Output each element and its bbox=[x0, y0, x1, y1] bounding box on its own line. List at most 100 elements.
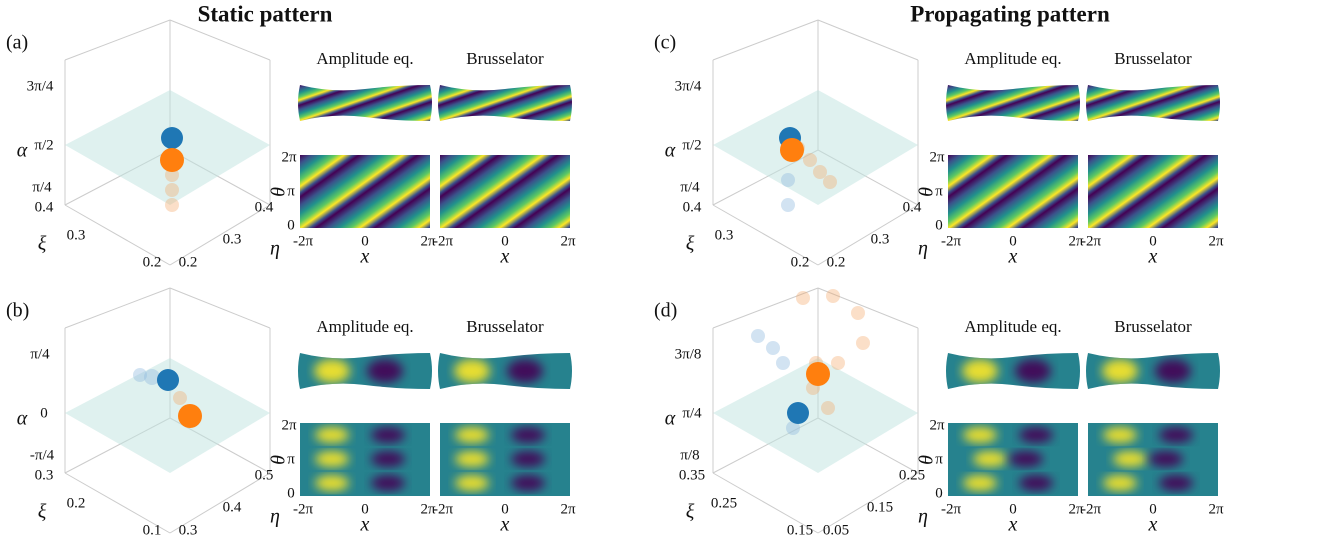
marker bbox=[823, 175, 837, 189]
axis-label: x bbox=[500, 514, 510, 536]
tick-label: 0.3 bbox=[871, 231, 890, 247]
spot bbox=[507, 359, 543, 383]
spot bbox=[315, 427, 349, 443]
marker bbox=[160, 148, 184, 172]
subplot-title: Brusselator bbox=[1114, 317, 1192, 336]
tube-spots bbox=[1102, 359, 1191, 383]
marker bbox=[165, 168, 179, 182]
panel: (b) α π/4 0 -π/4 ξ 0.3 0.2 0.1 η 0.3 0.4 0.5 Amplitud… bbox=[6, 287, 576, 538]
spot bbox=[1103, 475, 1137, 491]
tick-label: π/2 bbox=[682, 137, 701, 153]
heatmap-spots bbox=[455, 427, 545, 491]
tick-label: π bbox=[287, 183, 295, 199]
header: Static pattern bbox=[198, 1, 333, 26]
spot bbox=[371, 475, 405, 491]
axis-label: η bbox=[270, 238, 280, 260]
tick-label: 0 bbox=[1149, 233, 1157, 249]
heatmap bbox=[440, 155, 570, 228]
panel-label: (d) bbox=[654, 300, 677, 322]
spot bbox=[1159, 427, 1193, 443]
tick-label: -2π bbox=[293, 501, 313, 517]
tick-label: 3π/4 bbox=[27, 78, 54, 94]
axis-edge bbox=[169, 287, 271, 329]
tick-label: 0 bbox=[1009, 501, 1017, 517]
tube bbox=[438, 85, 572, 121]
axis-label: η bbox=[918, 238, 928, 260]
spot bbox=[511, 475, 545, 491]
marker bbox=[157, 369, 179, 391]
panel: (a) α 3π/4 π/2 π/4 ξ 0.4 0.3 0.2 η 0.2 0.3 0.4 Amplit… bbox=[6, 19, 576, 270]
tick-label: 0.3 bbox=[715, 227, 734, 243]
panel-label: (c) bbox=[654, 32, 676, 54]
axis-label: η bbox=[918, 506, 928, 528]
alpha-plane bbox=[65, 358, 270, 473]
heatmap bbox=[300, 155, 430, 228]
heatmap-spots bbox=[963, 427, 1053, 491]
marker bbox=[133, 368, 147, 382]
spot bbox=[1019, 427, 1053, 443]
axis-label: x bbox=[1008, 514, 1018, 536]
tick-label: 0 bbox=[935, 485, 943, 501]
heatmap bbox=[948, 155, 1078, 228]
tick-label: 0.1 bbox=[143, 522, 162, 538]
tick-label: 0.15 bbox=[787, 522, 813, 538]
axis-edge bbox=[169, 19, 271, 61]
tick-label: 2π bbox=[1068, 501, 1084, 517]
alpha-plane bbox=[713, 90, 918, 205]
subplot-title: Brusselator bbox=[466, 317, 544, 336]
tick-label: 0.3 bbox=[35, 467, 54, 483]
axis-edge bbox=[817, 472, 919, 534]
spot bbox=[315, 451, 349, 467]
tick-label: π/8 bbox=[680, 447, 699, 463]
subplot-title: Amplitude eq. bbox=[316, 317, 413, 336]
axis-edge bbox=[169, 472, 271, 534]
marker bbox=[831, 356, 845, 370]
axis-edge bbox=[712, 472, 819, 534]
tick-label: 2π bbox=[281, 149, 297, 165]
spot bbox=[455, 475, 489, 491]
tick-label: 0 bbox=[287, 217, 295, 233]
axis-edge bbox=[712, 204, 819, 266]
spot bbox=[371, 451, 405, 467]
tick-label: 0 bbox=[501, 501, 509, 517]
tick-label: 0.4 bbox=[903, 199, 922, 215]
spot bbox=[973, 451, 1007, 467]
axis-label: x bbox=[360, 246, 370, 268]
marker bbox=[781, 173, 795, 187]
axis-edge bbox=[817, 204, 919, 266]
tick-label: 0.4 bbox=[223, 499, 242, 515]
tick-label: -π/4 bbox=[30, 447, 55, 463]
axis-label: α bbox=[665, 140, 676, 162]
subplot-title: Amplitude eq. bbox=[964, 49, 1061, 68]
spot bbox=[962, 359, 998, 383]
tick-label: 0.4 bbox=[683, 199, 702, 215]
spot bbox=[963, 475, 997, 491]
axis-label: x bbox=[1148, 514, 1158, 536]
tick-label: 0 bbox=[40, 405, 48, 421]
tick-label: π bbox=[935, 451, 943, 467]
axis-label: α bbox=[17, 140, 28, 162]
spot bbox=[455, 451, 489, 467]
tick-label: 0.15 bbox=[867, 499, 893, 515]
spot bbox=[1113, 451, 1147, 467]
tube bbox=[1086, 85, 1220, 121]
marker bbox=[821, 401, 835, 415]
tick-label: π/4 bbox=[682, 405, 702, 421]
tick-label: 0.25 bbox=[711, 495, 737, 511]
tick-label: π/4 bbox=[30, 346, 50, 362]
heatmap-spots bbox=[315, 427, 405, 491]
marker bbox=[165, 198, 179, 212]
tick-label: 0 bbox=[935, 217, 943, 233]
axis-edge bbox=[712, 287, 819, 329]
tick-label: 2π bbox=[420, 233, 436, 249]
marker bbox=[806, 362, 830, 386]
axis-label: θ bbox=[268, 455, 290, 465]
axis-edge bbox=[64, 472, 171, 534]
tick-label: 0.2 bbox=[791, 254, 810, 270]
axis-edge bbox=[64, 287, 171, 329]
tick-label: 0.2 bbox=[827, 254, 846, 270]
spot bbox=[511, 427, 545, 443]
marker bbox=[178, 404, 202, 428]
tick-label: 0.2 bbox=[67, 495, 86, 511]
